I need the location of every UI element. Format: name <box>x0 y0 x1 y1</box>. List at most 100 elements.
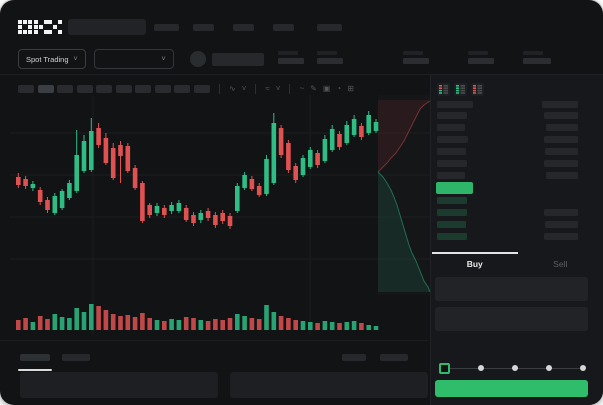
buy-tab-label: Buy <box>466 259 483 269</box>
stat-block <box>316 48 343 64</box>
candlestick-chart[interactable] <box>10 95 430 335</box>
ob-size-placeholder <box>544 160 578 167</box>
buy-button[interactable] <box>435 380 588 397</box>
market-bar: Spot Trading ˅ ˅ <box>18 48 593 70</box>
expand-icon[interactable]: ⊞ <box>347 84 354 93</box>
spot-trading-label: Spot Trading <box>26 54 69 64</box>
screenshot-icon[interactable]: ▣ <box>322 84 331 93</box>
timeframe-pill[interactable] <box>174 85 190 93</box>
spot-trading-dropdown[interactable]: Spot Trading ˅ <box>18 49 86 69</box>
stat-label-placeholder <box>402 51 423 55</box>
timeframe-pill[interactable] <box>115 85 132 93</box>
ob-size-placeholder <box>542 101 578 108</box>
ob-price-placeholder <box>437 221 466 228</box>
search-input[interactable] <box>68 19 146 35</box>
nav-item-placeholder[interactable] <box>193 23 214 31</box>
ob-view-combined-icon[interactable] <box>437 83 450 96</box>
ob-price-placeholder <box>437 209 467 216</box>
bottom-panel-left[interactable] <box>20 372 218 398</box>
last-price-badge[interactable] <box>436 182 473 194</box>
timeframe-pill[interactable] <box>57 85 73 93</box>
toolbar-divider <box>219 84 220 94</box>
slider-handle[interactable] <box>439 362 450 374</box>
slider-stop[interactable] <box>546 365 552 371</box>
bottom-panel-right[interactable] <box>230 372 428 398</box>
slider-stop[interactable] <box>512 365 518 371</box>
chevron-down-icon: ˅ <box>161 55 166 63</box>
stat-label-placeholder <box>277 51 298 55</box>
ob-view-bids-icon[interactable] <box>454 83 467 96</box>
slider-stop[interactable] <box>580 365 586 371</box>
bid-row[interactable] <box>437 233 578 241</box>
toolbar-divider <box>289 84 291 94</box>
line-tool-icon[interactable]: ~ <box>299 84 305 93</box>
timeframe-pill[interactable] <box>96 85 112 93</box>
ob-price-placeholder <box>437 233 467 240</box>
ob-size-placeholder <box>546 124 578 131</box>
draw-tool-icon[interactable]: ✎ <box>310 84 317 93</box>
amount-input[interactable] <box>435 307 588 331</box>
bottom-tab[interactable] <box>62 354 90 361</box>
stat-block <box>402 48 429 64</box>
ob-price-placeholder <box>437 124 465 131</box>
slider-stop[interactable] <box>478 365 484 371</box>
indicator-icon[interactable]: ∿ <box>229 84 236 93</box>
ob-size-placeholder <box>544 233 578 240</box>
timeframe-pill[interactable] <box>135 85 151 93</box>
ask-row[interactable] <box>437 136 578 144</box>
ask-row[interactable] <box>437 124 578 132</box>
nav-item-placeholder[interactable] <box>154 23 179 31</box>
bid-row[interactable] <box>437 197 578 205</box>
chart-toolbar: ∿ ˅ ≈ ˅ ~ ✎ ▣ ◔ ⊞ <box>18 81 426 97</box>
history-icon[interactable]: ◔ <box>336 84 342 93</box>
timeframe-pill[interactable] <box>193 85 210 93</box>
ask-row[interactable] <box>437 172 578 180</box>
ask-row[interactable] <box>437 160 578 168</box>
ob-view-asks-icon[interactable] <box>471 83 484 96</box>
toolbar-divider <box>255 84 257 94</box>
price-input[interactable] <box>435 277 588 301</box>
bid-row[interactable] <box>437 221 578 229</box>
chevron-down-icon[interactable]: ˅ <box>241 84 247 93</box>
okx-logo[interactable] <box>18 20 62 34</box>
ob-header-row[interactable] <box>437 101 578 109</box>
bid-row[interactable] <box>437 209 578 217</box>
stat-label-placeholder <box>522 51 543 55</box>
tab-buy[interactable]: Buy <box>432 252 518 270</box>
order-book-panel: Buy Sell <box>430 75 603 405</box>
candle-style-icon[interactable]: ≈ <box>265 84 270 93</box>
stat-value-placeholder <box>467 58 494 64</box>
bottom-tabs <box>0 340 428 374</box>
ob-price-placeholder <box>437 172 465 179</box>
coin-avatar <box>189 51 206 67</box>
chevron-down-icon: ˅ <box>73 55 78 63</box>
bottom-tab-right[interactable] <box>342 354 366 361</box>
nav-item-placeholder[interactable] <box>317 23 342 31</box>
ob-price-placeholder <box>437 112 467 119</box>
stat-block <box>277 48 304 64</box>
stat-value-placeholder <box>522 58 551 64</box>
top-header <box>18 16 585 38</box>
timeframe-pill[interactable] <box>154 85 171 93</box>
ob-size-placeholder <box>544 209 578 216</box>
ob-price-placeholder <box>437 197 467 204</box>
tab-sell[interactable]: Sell <box>518 252 603 270</box>
bottom-tab[interactable] <box>18 354 52 371</box>
ob-price-placeholder <box>437 136 468 143</box>
pair-selector-dropdown[interactable]: ˅ <box>93 49 174 69</box>
ask-row[interactable] <box>437 148 578 156</box>
bottom-tab-right[interactable] <box>380 354 408 361</box>
ask-row[interactable] <box>437 112 578 120</box>
timeframe-pill[interactable] <box>76 85 93 93</box>
amount-slider[interactable] <box>439 362 586 374</box>
timeframe-pill[interactable] <box>18 85 34 93</box>
ob-price-placeholder <box>437 160 467 167</box>
stat-block <box>467 48 494 64</box>
nav-item-placeholder[interactable] <box>233 23 254 31</box>
timeframe-pill[interactable] <box>37 85 54 93</box>
nav-item-placeholder[interactable] <box>273 23 294 31</box>
chevron-down-icon[interactable]: ˅ <box>275 84 281 93</box>
ob-size-placeholder <box>546 172 578 179</box>
stat-label-placeholder <box>316 51 337 55</box>
